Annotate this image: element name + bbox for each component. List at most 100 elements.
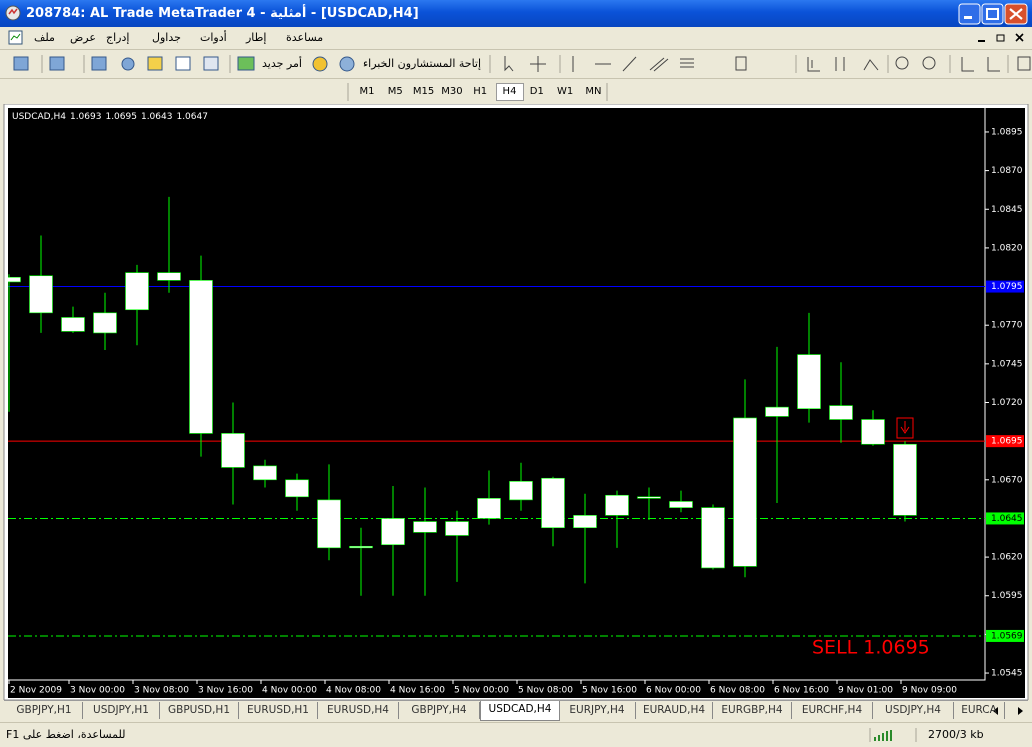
new-order-button[interactable]: أمر جديد [262, 57, 302, 70]
header-open: 1.0693 [70, 112, 102, 122]
x-tick-label: 2 Nov 2009 [10, 686, 62, 696]
y-tick-label: 1.0870 [991, 166, 1023, 176]
time-axis [8, 680, 1025, 698]
price-level-label: 1.0645 [991, 514, 1023, 524]
x-tick-label: 6 Nov 08:00 [710, 686, 765, 696]
x-tick-label: 9 Nov 01:00 [838, 686, 893, 696]
timeframe-button[interactable]: D1 [529, 86, 544, 97]
x-tick-label: 4 Nov 16:00 [390, 686, 445, 696]
symbol-tab[interactable]: EURGBP,H4 [713, 702, 792, 719]
timeframe-frame [347, 83, 608, 101]
tab-bar: GBPJPY,H1 USDJPY,H1 GBPUSD,H1 EURUSD,H1 EURU… [4, 700, 1028, 721]
status-bar: للمساعدة، اضغط على F1 2700/3 kb [0, 722, 1032, 747]
app-icon [5, 5, 21, 21]
doc-controls[interactable] [976, 31, 1028, 45]
menu-item[interactable]: عرض [70, 31, 96, 44]
header-low: 1.0643 [141, 112, 173, 122]
x-tick-label: 9 Nov 09:00 [902, 686, 957, 696]
x-tick-label: 3 Nov 08:00 [134, 686, 189, 696]
x-tick-label: 5 Nov 00:00 [454, 686, 509, 696]
symbol-tab[interactable]: EURJPY,H4 [559, 702, 636, 719]
candle-body [861, 419, 885, 445]
price-axis [985, 108, 1025, 680]
symbol-tab[interactable]: USDJPY,H4 [873, 702, 954, 719]
price-level-box [986, 512, 1024, 525]
candle-body [285, 479, 309, 498]
symbol-tab[interactable]: EURAUD,H4 [636, 702, 713, 719]
y-tick-label: 1.0720 [991, 398, 1023, 408]
menu-item[interactable]: إدراج [106, 31, 130, 44]
timeframe-button[interactable]: M5 [387, 86, 403, 97]
candle-body [605, 494, 629, 516]
candle-body [893, 443, 917, 516]
price-level-label: 1.0695 [991, 437, 1023, 447]
candle-body [93, 312, 117, 334]
candle-body [317, 499, 341, 549]
timeframe-button[interactable]: M15 [412, 86, 435, 97]
candle-body [445, 521, 469, 536]
candle-body [381, 518, 405, 546]
symbol-tab[interactable]: USDCAD,H4 [480, 701, 560, 721]
price-level-box [986, 629, 1024, 642]
window-title: 208784: AL Trade MetaTrader 4 - أمثلية -… [26, 6, 419, 21]
price-level-label: 1.0569 [991, 631, 1023, 641]
y-tick-label: 1.0595 [991, 591, 1023, 601]
price-level-box [986, 435, 1024, 448]
menu-item[interactable]: إطار [246, 31, 267, 44]
header-close: 1.0647 [176, 112, 208, 122]
symbol-tab[interactable]: GBPUSD,H1 [160, 702, 239, 719]
candle-body [637, 496, 661, 499]
menu-item[interactable]: مساعدة [286, 31, 324, 44]
candle-body [61, 317, 85, 332]
symbol-tab[interactable]: USDJPY,H1 [83, 702, 160, 719]
annotation: SELL 1.0695 [812, 637, 930, 659]
x-tick-label: 5 Nov 08:00 [518, 686, 573, 696]
toolbar: أمر جديد إتاحة المستشارون الخبراء [0, 50, 1032, 79]
price-level-label: 1.0795 [991, 282, 1023, 292]
y-tick-label: 1.0845 [991, 205, 1023, 215]
timeframe-button[interactable]: M30 [441, 86, 463, 97]
candle-body [541, 477, 565, 529]
header-high: 1.0695 [105, 112, 137, 122]
symbol-tab[interactable]: EURCHF,H4 [792, 702, 873, 719]
symbol-tab[interactable]: GBPJPY,H1 [6, 702, 83, 719]
candle-body [797, 354, 821, 409]
x-tick-label: 3 Nov 16:00 [198, 686, 253, 696]
experts-button[interactable]: إتاحة المستشارون الخبراء [363, 57, 482, 70]
candle-body [701, 507, 725, 569]
candle-body [413, 521, 437, 533]
timeframe-button[interactable]: W1 [556, 86, 574, 97]
x-tick-label: 4 Nov 08:00 [326, 686, 381, 696]
menu-bar: ملف عرض إدراج جداول أدوات إطار مساعدة [0, 27, 1032, 50]
timeframe-button[interactable]: H4 [495, 83, 524, 101]
symbol-tab[interactable]: EURUSD,H1 [239, 702, 318, 719]
status-traffic: 2700/3 kb [928, 728, 984, 741]
timeframe-button[interactable]: MN [585, 86, 602, 97]
timeframe-button[interactable]: M1 [359, 86, 375, 97]
x-tick-label: 3 Nov 00:00 [70, 686, 125, 696]
candle-body [189, 280, 213, 434]
candle-body [765, 406, 789, 417]
y-tick-label: 1.0770 [991, 321, 1023, 331]
symbol-tab[interactable]: GBPJPY,H4 [399, 702, 480, 719]
timeframe-button[interactable]: H1 [473, 86, 488, 97]
toolbar-icons [13, 55, 1031, 73]
sell-arrow [896, 417, 914, 439]
menu-item[interactable]: أدوات [200, 31, 227, 44]
candle-body [509, 481, 533, 501]
doc-icon [8, 30, 23, 45]
chart-header: USDCAD,H4 1.0693 1.0695 1.0643 1.0647 [12, 112, 208, 122]
y-tick-label: 1.0620 [991, 553, 1023, 563]
status-help: للمساعدة، اضغط على F1 [6, 728, 126, 741]
candle-body [573, 515, 597, 529]
menu-item[interactable]: جداول [152, 31, 181, 44]
y-tick-label: 1.0545 [991, 669, 1023, 679]
candle-body [477, 498, 501, 519]
candle-body [125, 272, 149, 311]
window-controls[interactable] [958, 3, 1030, 25]
y-tick-label: 1.0670 [991, 475, 1023, 485]
symbol-tab[interactable]: EURUSD,H4 [318, 702, 399, 719]
candle-body [157, 272, 181, 281]
symbol-tab[interactable]: EURCA [954, 702, 1005, 719]
menu-item[interactable]: ملف [34, 31, 55, 44]
